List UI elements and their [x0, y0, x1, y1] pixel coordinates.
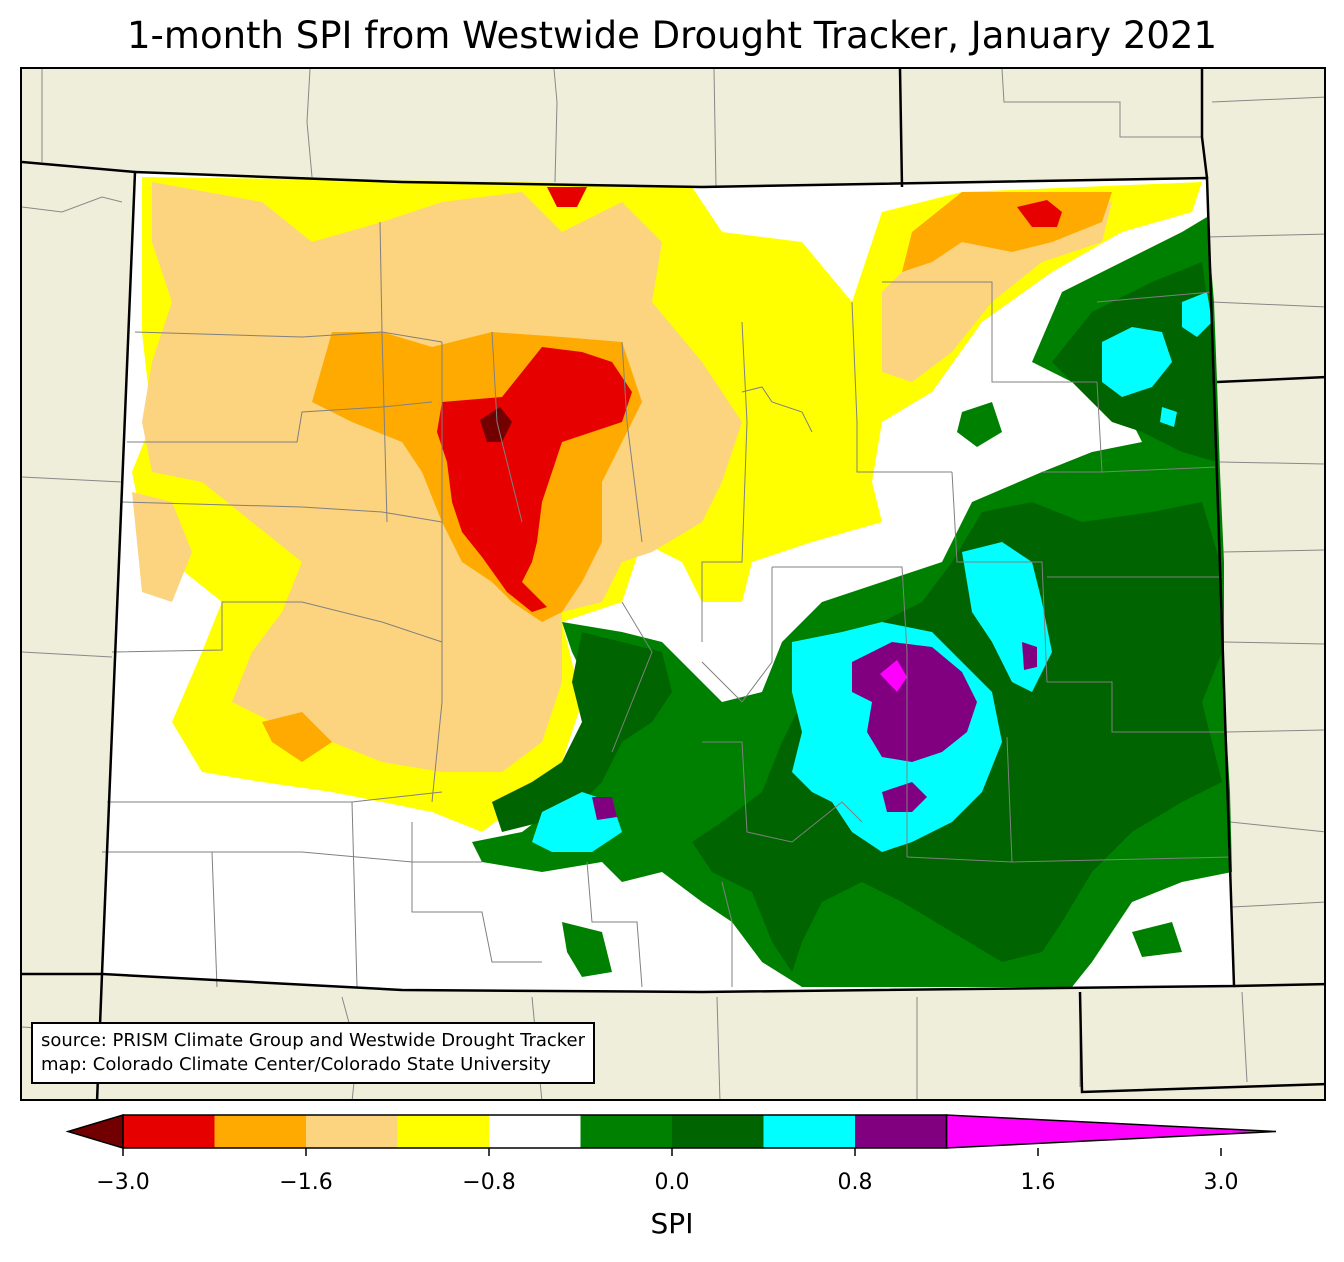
map-title: 1-month SPI from Westwide Drought Tracke… — [127, 14, 1217, 57]
colorbar-bin — [397, 1115, 490, 1148]
spi-region-dark-red — [480, 407, 512, 442]
colorbar-tick-label: 0.0 — [654, 1170, 690, 1195]
colorbar-tick-label: −1.6 — [279, 1170, 333, 1195]
colorbar-bin — [672, 1115, 764, 1148]
colorbar — [65, 1113, 1277, 1156]
neighbor-county-lines — [22, 69, 1324, 1099]
colorbar-bin — [214, 1115, 307, 1148]
spi-regions — [132, 177, 1232, 987]
colorbar-label: SPI — [650, 1207, 694, 1240]
spi-region-dark-green — [492, 262, 1222, 972]
colorbar-bin — [489, 1115, 581, 1148]
colorbar-bins — [123, 1115, 947, 1148]
source-line: source: PRISM Climate Group and Westwide… — [41, 1030, 586, 1051]
state-borders — [22, 69, 1324, 1099]
source-credit-box: source: PRISM Climate Group and Westwide… — [31, 1022, 596, 1084]
colorbar-bin — [123, 1115, 215, 1148]
map-panel — [20, 67, 1326, 1101]
colorbar-left-arrow — [65, 1113, 124, 1150]
colorbar-outline — [122, 1114, 948, 1149]
spi-region-magenta — [880, 660, 907, 692]
map-credit-line: map: Colorado Climate Center/Colorado St… — [41, 1054, 551, 1075]
spi-region-purple — [592, 642, 1037, 820]
colorbar-bin — [580, 1115, 673, 1148]
spi-region-orange — [262, 192, 1112, 762]
county-lines — [102, 221, 1233, 988]
colorbar-tick-label: −3.0 — [96, 1170, 150, 1195]
map-canvas — [22, 69, 1324, 1099]
colorbar-bin — [763, 1115, 856, 1148]
colorbar-tick-label: 3.0 — [1203, 1170, 1239, 1195]
colorbar-tick-label: 1.6 — [1020, 1170, 1056, 1195]
colorbar-right-arrow — [945, 1114, 1277, 1149]
colorbar-tick-label: −0.8 — [462, 1170, 516, 1195]
colorbar-bin — [306, 1115, 398, 1148]
colorbar-ticks — [122, 1148, 1222, 1156]
colorbar-bin — [855, 1115, 947, 1148]
spi-region-red — [437, 187, 1062, 612]
spi-region-light-orange — [132, 182, 1112, 772]
colorbar-tick-label: 0.8 — [837, 1170, 873, 1195]
